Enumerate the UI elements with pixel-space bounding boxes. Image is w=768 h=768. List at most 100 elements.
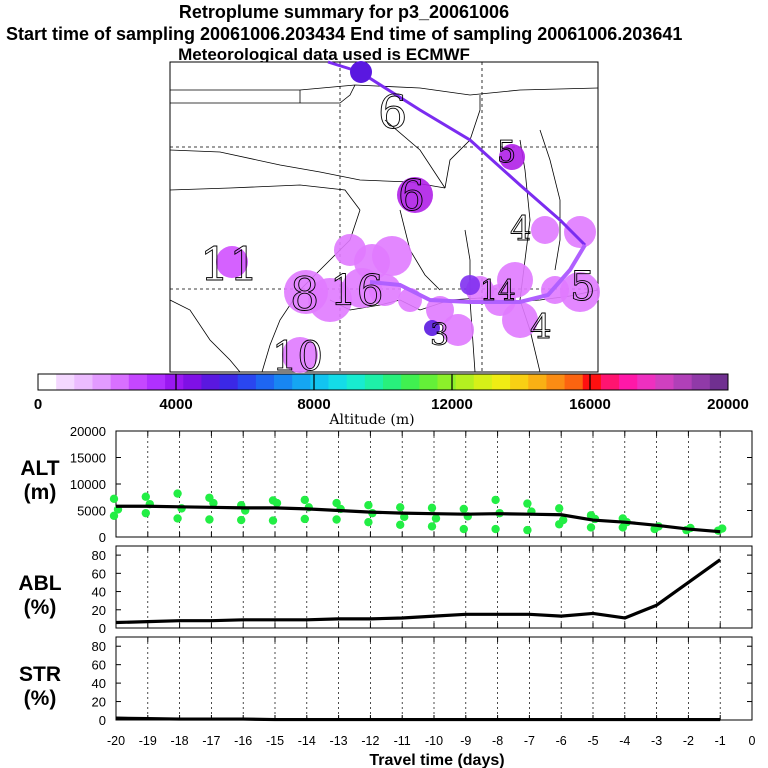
plume-blob [502,302,538,338]
x-tick-label: -2 [683,734,694,748]
colorbar-swatch [328,374,348,390]
alt-scatter-point [141,508,150,518]
plume-blob [426,296,454,324]
colorbar-swatch [455,374,475,390]
x-tick-label: -15 [266,734,284,748]
alt-ytick-label: 10000 [70,477,106,492]
str-ytick-label: 80 [92,639,106,654]
alt-scatter-point [205,515,214,524]
colorbar-swatch [38,374,57,390]
colorbar-swatch [219,374,239,390]
alt-scatter-point [300,495,309,505]
alt-ytick-label: 5000 [77,504,106,519]
alt-scatter-point [364,517,373,527]
plume-blob [560,272,600,312]
colorbar-tick-label: 12000 [431,396,473,413]
x-tick-label: -1 [715,734,726,748]
colorbar-swatch [74,374,93,390]
alt-scatter-point [396,503,405,512]
x-tick-label: -6 [556,734,567,748]
plume-blob [442,314,474,346]
colorbar-swatch [255,374,275,390]
abl-ylabel-line: ABL [18,572,61,595]
sampling-times: Start time of sampling 20061006.203434 E… [6,24,683,44]
alt-scatter-point [431,514,441,523]
abl-ytick-label: 60 [92,566,106,581]
abl-ytick-label: 20 [92,603,106,618]
colorbar-swatch [564,374,584,390]
colorbar-tick-label: 4000 [159,396,192,413]
colorbar-swatch [401,374,420,390]
colorbar-swatch [528,374,547,390]
colorbar-swatch [128,374,148,390]
str-ytick-label: 0 [99,713,106,728]
colorbar-tick-label: 20000 [707,396,749,413]
colorbar-swatch [364,374,384,390]
colorbar-frame [37,373,729,391]
alt-scatter-point [205,493,214,502]
x-tick-label: -8 [492,734,503,748]
colorbar-swatch [655,374,674,390]
x-tick-label: -14 [298,734,316,748]
map-label-1: 6 [378,85,407,139]
map-label-12: 5 [570,264,595,310]
map-label-3: 5 [497,135,516,170]
abl-ytick-label: 80 [92,548,106,563]
colorbar-swatch [419,374,438,390]
travel-time-axis: -20 -19 -18 -17 -16 -15 -14 -13 -12 -11 -10 -9 -8 -7-… [107,734,756,748]
plume-blob [531,216,559,244]
colorbar-swatch [383,374,402,390]
plume-blob [397,177,433,213]
alt-scatter-point [523,525,532,535]
plume-blob [499,144,525,170]
colorbar-swatch [691,374,711,390]
colorbar-swatch [183,374,202,390]
colorbar-swatch [165,374,184,390]
colorbar-swatch [92,374,112,390]
x-tick-label: -7 [524,734,535,748]
trajectory-lower-path [369,243,587,304]
x-tick-label: -19 [139,734,157,748]
map-label-7: 10 [272,334,323,380]
plume-blob [216,246,248,278]
colorbar-swatch [437,374,457,390]
altitude-colorbar: 0 4000 8000 12000 16000 20000 [34,373,749,413]
alt-scatter-point [523,499,532,508]
plume-blob [497,262,533,298]
alt-scatter-point [559,515,568,525]
alt-scatter-point [459,504,468,514]
alt-ylabel-line: ALT [20,457,59,480]
alt-scatter-point [427,503,437,513]
colorbar-swatch [673,374,693,390]
alt-scatter-point [141,492,150,501]
colorbar-swatch [292,374,311,390]
x-tick-label: -12 [361,734,379,748]
x-tick-label: -5 [587,734,598,748]
alt-panel: 0 5000 10000 15000 20000 ALT(m) [20,424,753,545]
alt-scatter-point [268,516,278,525]
abl-ylabel-line: (%) [24,596,57,619]
colorbar-swatch [491,374,511,390]
map-label-9: 4 [530,307,552,347]
colorbar-swatch [56,374,75,390]
plume-blob [564,216,596,248]
x-tick-label: -20 [107,734,125,748]
colorbar-swatch [600,374,620,390]
alt-ytick-label: 0 [99,530,106,545]
colorbar-swatch [310,374,329,390]
x-axis-label: Travel time (days) [369,752,504,768]
str-ylabel-line: STR [19,663,61,686]
colorbar-swatch [110,374,130,390]
plume-blob [282,337,318,373]
alt-scatter-point [268,496,278,505]
str-panel: 0 20 40 60 80 STR(%) [19,636,753,728]
abl-ytick-label: 40 [92,585,106,600]
trajectory-start-marker [350,61,372,83]
colorbar-tick-label: 8000 [297,396,330,413]
alt-ytick-label: 15000 [70,451,106,466]
x-tick-label: 0 [749,734,756,748]
str-ytick-label: 40 [92,676,106,691]
